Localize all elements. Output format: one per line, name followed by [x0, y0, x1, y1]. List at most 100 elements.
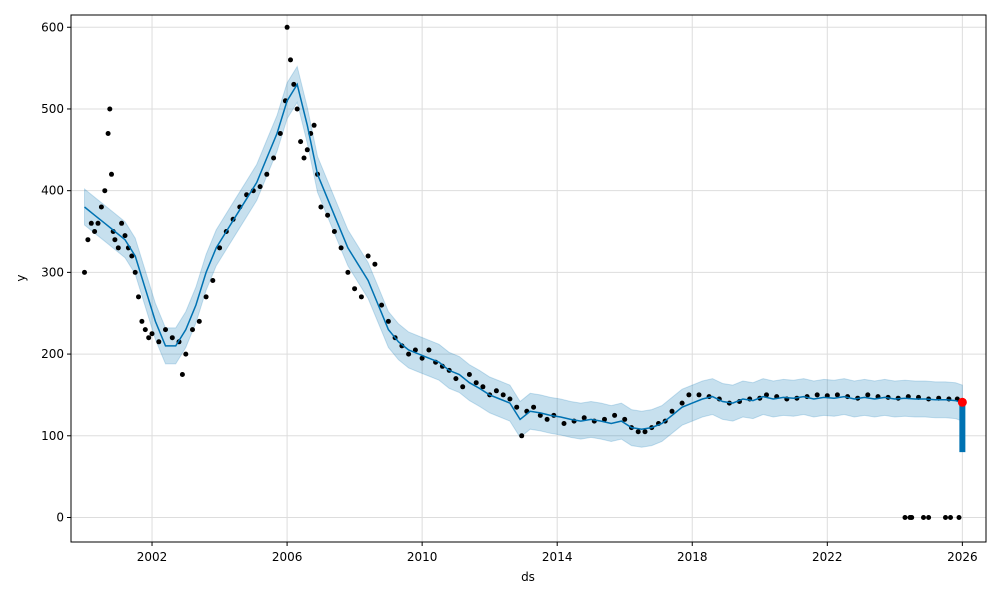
- observed-point: [102, 188, 108, 194]
- y-tick-label: 0: [56, 510, 64, 524]
- observed-point: [902, 515, 908, 520]
- observed-point: [284, 24, 290, 30]
- observed-point: [291, 81, 297, 87]
- observed-point: [345, 269, 351, 275]
- observed-point: [385, 318, 391, 324]
- uncertainty-band-area: [84, 65, 963, 448]
- observed-point: [190, 327, 195, 333]
- observed-point: [943, 515, 948, 520]
- observed-point: [635, 429, 641, 435]
- observed-point: [338, 245, 344, 251]
- observed-point: [379, 302, 385, 308]
- observed-point: [764, 392, 769, 398]
- observed-point: [909, 515, 915, 520]
- observed-point: [169, 335, 175, 341]
- observed-point: [163, 327, 168, 333]
- forecast-series-line: [84, 82, 963, 430]
- observed-point: [88, 220, 94, 226]
- observed-point: [136, 294, 141, 300]
- x-tick-label: 2014: [542, 550, 573, 564]
- y-tick-label: 400: [41, 184, 64, 198]
- y-axis-ticks: 0 100 200 300 400 500 600: [41, 20, 71, 524]
- observed-point: [814, 392, 820, 398]
- observed-point: [122, 233, 128, 239]
- y-tick-label: 300: [41, 265, 64, 279]
- observed-point: [115, 245, 121, 251]
- observed-point: [109, 171, 114, 177]
- highlight-point: [957, 397, 967, 407]
- observed-point: [500, 392, 506, 398]
- observed-point: [179, 372, 185, 377]
- plot-frame: [70, 14, 987, 543]
- observed-point: [865, 392, 871, 398]
- observed-point: [622, 416, 628, 422]
- grid-lines: [71, 15, 986, 542]
- observed-point: [217, 245, 223, 251]
- x-tick-label: 2002: [137, 550, 168, 564]
- y-tick-label: 100: [41, 429, 64, 443]
- observed-point: [372, 261, 378, 267]
- observed-point: [331, 229, 337, 234]
- observed-point: [460, 384, 466, 390]
- x-tick-label: 2018: [677, 550, 708, 564]
- observed-point: [679, 400, 685, 406]
- observed-point: [264, 171, 270, 177]
- observed-point: [581, 415, 587, 421]
- observed-point: [304, 147, 310, 153]
- observed-point: [119, 220, 125, 226]
- observed-point: [146, 335, 152, 341]
- observed-point: [453, 376, 459, 382]
- observed-point: [288, 57, 293, 63]
- observed-point: [210, 278, 216, 283]
- highlight-marker: [957, 397, 967, 407]
- observed-point: [301, 155, 307, 161]
- observed-point: [352, 286, 358, 292]
- observed-point: [956, 515, 962, 520]
- observed-point: [696, 392, 702, 398]
- observed-point: [419, 355, 425, 361]
- observed-point: [112, 237, 118, 243]
- forecast-line: [84, 82, 963, 430]
- observed-point: [519, 433, 525, 439]
- observed-point: [466, 372, 472, 377]
- observed-point: [257, 184, 263, 190]
- observed-point: [507, 396, 513, 402]
- x-tick-label: 2022: [812, 550, 843, 564]
- observed-point: [537, 412, 543, 418]
- observed-point: [365, 253, 371, 259]
- observed-point: [92, 229, 98, 234]
- observed-point: [298, 139, 304, 145]
- observed-point: [602, 416, 607, 422]
- observed-point: [612, 412, 618, 418]
- observed-point: [926, 515, 932, 520]
- observed-point: [129, 253, 135, 259]
- observed-point: [82, 269, 87, 275]
- observed-point: [480, 384, 486, 390]
- observed-point: [493, 388, 499, 394]
- x-tick-label: 2010: [407, 550, 438, 564]
- observed-point: [277, 131, 283, 136]
- x-tick-label: 2006: [272, 550, 303, 564]
- observed-point: [358, 294, 364, 300]
- observed-point: [834, 392, 840, 398]
- x-tick-label: 2026: [947, 550, 978, 564]
- observed-point: [531, 404, 537, 410]
- y-axis-title: y: [14, 274, 28, 281]
- observed-point: [271, 155, 277, 161]
- observed-point: [85, 237, 91, 243]
- observed-point: [105, 131, 111, 136]
- observed-point: [473, 380, 479, 386]
- observed-point: [132, 269, 138, 275]
- observed-point: [107, 106, 113, 112]
- observed-point: [156, 339, 162, 345]
- y-tick-label: 600: [41, 20, 64, 34]
- observed-point: [669, 408, 675, 414]
- observed-point: [948, 515, 953, 520]
- observed-point: [426, 347, 432, 353]
- observed-point: [406, 351, 412, 357]
- observed-point: [921, 515, 926, 520]
- observed-point: [311, 122, 317, 128]
- observed-point: [142, 327, 148, 333]
- x-axis-title: ds: [521, 570, 535, 584]
